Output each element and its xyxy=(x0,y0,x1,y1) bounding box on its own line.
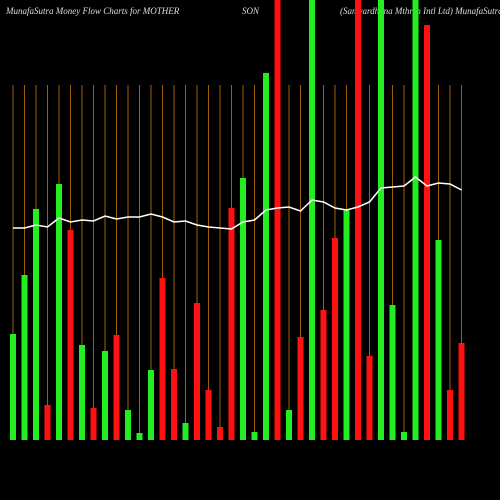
bar xyxy=(79,345,85,440)
bar xyxy=(251,432,258,440)
bar xyxy=(435,240,442,440)
bar xyxy=(286,410,292,440)
bar xyxy=(401,432,407,440)
bar xyxy=(44,405,51,440)
bar xyxy=(355,0,361,440)
bar xyxy=(21,275,28,440)
bar xyxy=(194,303,200,440)
bar xyxy=(274,0,281,440)
bar xyxy=(90,408,97,440)
bar xyxy=(309,0,315,440)
bar xyxy=(217,427,223,440)
bar xyxy=(10,334,16,440)
bar xyxy=(56,184,62,440)
bar xyxy=(447,390,453,440)
bar xyxy=(113,335,120,440)
bar xyxy=(389,305,396,440)
bar xyxy=(412,0,419,440)
bar xyxy=(458,343,465,440)
bar xyxy=(148,370,154,440)
bar xyxy=(378,0,384,440)
chart-title: MunafaSutra Money Flow Charts for MOTHER xyxy=(5,6,180,16)
bar xyxy=(366,356,373,440)
bar xyxy=(159,278,166,440)
bar xyxy=(182,423,189,440)
chart-title: (Samvardhana Mthrsn Intl Ltd) MunafaSutr… xyxy=(340,6,500,16)
bar xyxy=(263,73,269,440)
line xyxy=(13,176,462,230)
bar xyxy=(33,209,39,440)
bar xyxy=(205,390,212,440)
bar xyxy=(228,208,235,440)
bar xyxy=(67,230,74,440)
bar xyxy=(240,178,246,440)
bar xyxy=(343,210,350,440)
bar xyxy=(297,337,304,440)
bar xyxy=(136,433,143,440)
bar xyxy=(320,310,327,440)
bar xyxy=(332,238,338,440)
bar xyxy=(125,410,131,440)
chart-title: SON xyxy=(242,6,260,16)
bar xyxy=(424,25,430,440)
bar xyxy=(171,369,177,440)
bar xyxy=(102,351,108,440)
